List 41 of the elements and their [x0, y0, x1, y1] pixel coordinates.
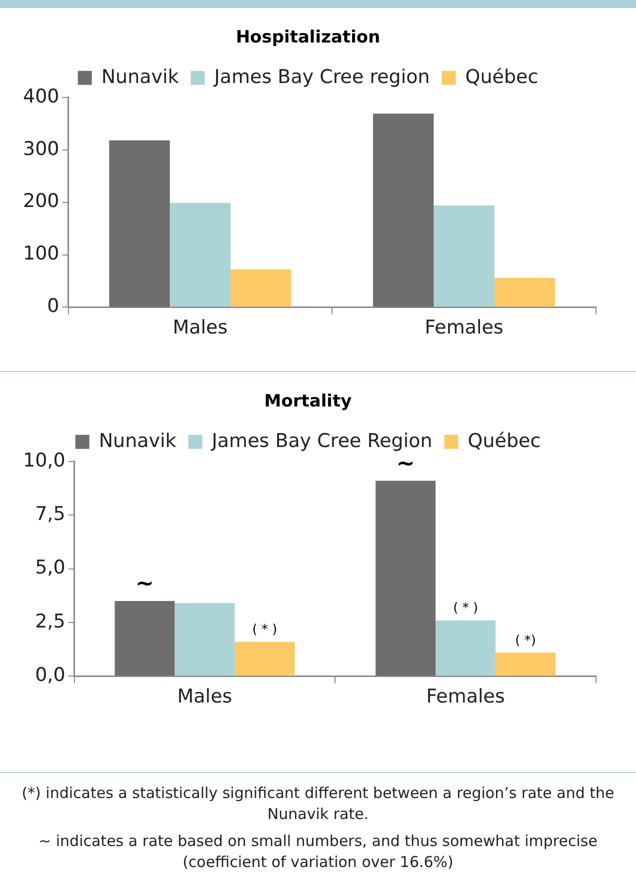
- x-tick-label: Males: [172, 316, 228, 339]
- bar: [373, 114, 434, 307]
- bar: [376, 480, 436, 676]
- y-tick-label: 0,0: [35, 664, 66, 686]
- data-label: ~: [396, 451, 415, 476]
- legend-label: James Bay Cree region: [213, 66, 430, 88]
- x-tick-label: Females: [426, 686, 505, 708]
- bar: [170, 202, 231, 307]
- x-tick-label: Males: [177, 686, 232, 708]
- bar: [230, 269, 292, 307]
- y-tick-label: 0: [47, 295, 60, 318]
- legend-label: James Bay Cree Region: [210, 430, 432, 452]
- data-label: ( * ): [453, 601, 478, 616]
- y-tick-label: 400: [23, 85, 60, 108]
- data-label: ( * ): [252, 622, 278, 638]
- y-tick-label: 300: [23, 138, 60, 160]
- bar: [436, 620, 496, 676]
- text: ~ indicates a rate based on small numbers, and thus somewhat imprecise (coefficient of variation over 16.6%): [38, 831, 598, 873]
- y-tick-label: 10,0: [22, 449, 66, 472]
- x-tick-label: Females: [424, 316, 504, 339]
- data-label: ~: [136, 572, 154, 597]
- y-tick-label: 5,0: [35, 556, 66, 579]
- y-tick-label: 7,5: [35, 503, 66, 526]
- y-tick-label: 2,5: [35, 610, 66, 632]
- legend-label: Nunavik: [98, 430, 176, 452]
- y-tick-label: 200: [23, 190, 60, 212]
- legend-label: Nunavik: [101, 66, 179, 88]
- chart-title: Mortality: [264, 392, 352, 412]
- bar: [494, 278, 556, 307]
- bar: [496, 652, 556, 676]
- chart-title: Hospitalization: [236, 28, 380, 48]
- y-tick-label: 100: [23, 242, 60, 265]
- bar: [174, 603, 235, 676]
- bar: [109, 140, 170, 307]
- bar: [234, 642, 295, 676]
- data-label: ( *): [515, 633, 536, 648]
- legend-label: Québec: [468, 430, 541, 452]
- bar: [434, 205, 494, 307]
- text: (*) indicates a statistically significant different between a region’s rate and the Nunavik rate.: [20, 783, 616, 825]
- legend-label: Québec: [465, 66, 538, 88]
- bar: [114, 601, 175, 676]
